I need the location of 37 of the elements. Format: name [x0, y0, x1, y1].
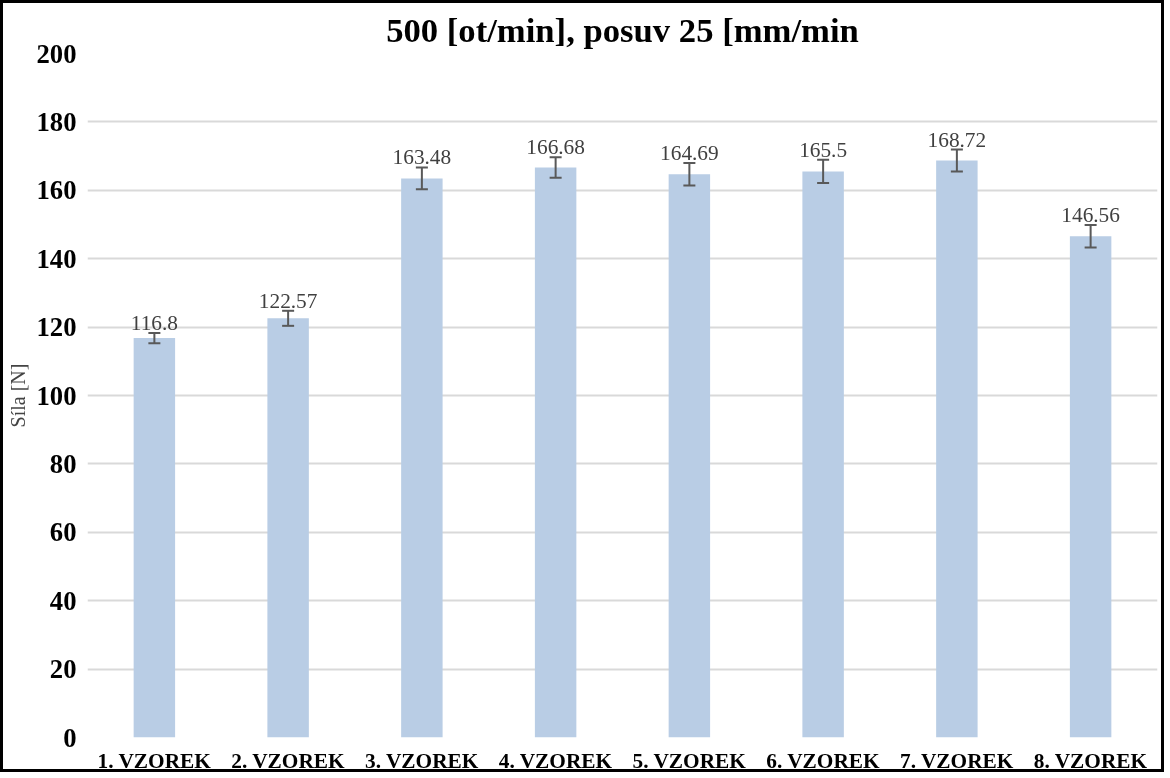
- x-tick-label: 4. VZOREK: [498, 748, 613, 773]
- y-tick-label: 20: [49, 654, 77, 685]
- y-tick-label: 180: [36, 106, 77, 137]
- y-tick-label: 60: [49, 517, 77, 548]
- bar: [534, 167, 577, 738]
- y-tick-label: 120: [36, 312, 77, 343]
- x-tick-label: 3. VZOREK: [364, 748, 479, 773]
- x-tick-label: 6. VZOREK: [766, 748, 881, 773]
- bar: [401, 178, 443, 738]
- data-label: 168.72: [927, 127, 987, 152]
- x-tick-label: 1. VZOREK: [97, 748, 212, 773]
- x-tick-label: 7. VZOREK: [899, 748, 1014, 773]
- bar: [1069, 236, 1112, 738]
- data-label: 165.5: [799, 137, 848, 162]
- data-label: 163.48: [392, 145, 452, 170]
- x-tick-label: 2. VZOREK: [231, 748, 346, 773]
- bar: [267, 318, 309, 738]
- y-tick-label: 140: [36, 243, 77, 274]
- data-label: 122.57: [258, 288, 318, 313]
- y-tick-label: 80: [49, 448, 77, 479]
- y-tick-label: 160: [36, 175, 77, 206]
- data-label: 164.69: [660, 140, 719, 165]
- y-axis-title: Síla [N]: [6, 363, 29, 428]
- data-label: 146.56: [1061, 202, 1121, 227]
- bar: [133, 338, 176, 738]
- bar: [936, 160, 978, 738]
- y-tick-label: 40: [49, 585, 77, 616]
- y-tick-label: 0: [63, 722, 77, 753]
- data-label: 116.8: [130, 310, 178, 335]
- x-tick-label: 8. VZOREK: [1033, 748, 1148, 773]
- bar: [668, 174, 711, 738]
- chart-title: 500 [ot/min], posuv 25 [mm/min: [386, 10, 859, 49]
- bar: [802, 171, 844, 738]
- y-tick-label: 200: [36, 38, 77, 69]
- y-tick-label: 100: [36, 380, 77, 411]
- data-label: 166.68: [526, 135, 585, 160]
- x-tick-label: 5. VZOREK: [632, 748, 747, 773]
